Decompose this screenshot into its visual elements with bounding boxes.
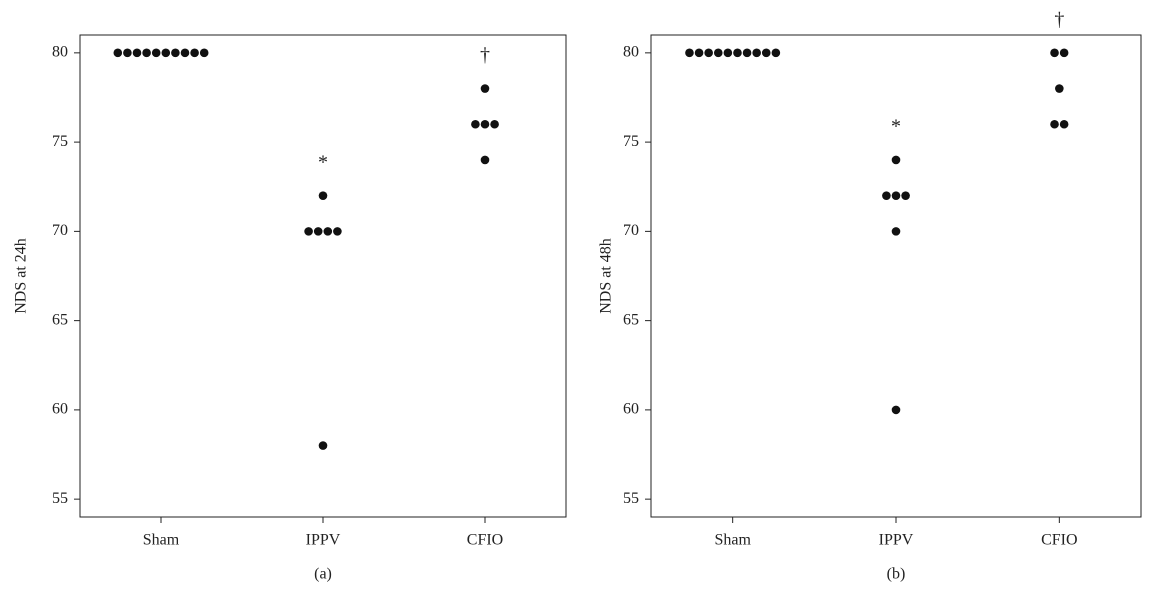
dot [901,191,910,200]
significance-marker: † [1054,8,1064,30]
dot [891,405,901,415]
significance-marker: † [480,44,490,66]
y-tick-label: 80 [52,44,68,61]
y-axis-label: NDS at 48h [598,238,615,314]
y-tick-label: 65 [623,311,639,328]
dot [1055,84,1064,93]
y-tick-label: 60 [52,401,68,418]
dot [771,48,781,58]
dot [752,48,761,58]
dot [323,227,333,236]
dot [161,48,171,58]
dot [733,48,742,58]
dot [891,227,901,236]
dot [742,48,752,58]
y-tick-label: 55 [52,490,68,507]
y-tick-label: 70 [623,222,639,239]
dot [199,48,209,58]
y-tick-label: 75 [623,133,639,150]
dot [1050,48,1059,58]
significance-marker: * [318,151,328,173]
panel-caption: (a) [314,566,332,583]
y-tick-label: 80 [623,44,639,61]
dot [685,48,694,58]
dot [113,48,123,58]
x-tick-label: IPPV [306,532,341,549]
dot [1059,48,1069,58]
dot [333,227,342,236]
dot [171,48,180,58]
x-tick-label: Sham [714,532,751,549]
dot [304,227,313,236]
x-tick-label: IPPV [879,532,914,549]
plot-frame [650,34,1142,518]
dot [471,119,480,129]
dot [318,441,328,450]
dot [318,191,328,200]
dot [761,48,771,58]
x-tick-label: CFIO [467,532,503,549]
dot [891,155,901,165]
dot [490,119,499,129]
dot [180,48,190,58]
y-tick-label: 75 [52,133,68,150]
dot [142,48,151,58]
x-tick-label: Sham [143,532,180,549]
dot [123,48,132,58]
dot [891,191,901,200]
y-tick-label: 65 [52,311,68,328]
dot [713,48,723,58]
dot [1050,119,1059,129]
dot [704,48,713,58]
y-axis-label: NDS at 24h [13,238,30,314]
dot [882,191,891,200]
dot [313,227,323,236]
dot [1059,119,1069,129]
dot [151,48,161,58]
x-tick-label: CFIO [1041,532,1077,549]
dot [480,119,490,129]
dot [480,84,490,93]
y-tick-label: 60 [623,401,639,418]
dot [190,48,199,58]
y-tick-label: 70 [52,222,68,239]
panel-caption: (b) [887,566,906,583]
dot [480,155,490,165]
significance-marker: * [891,116,901,138]
dot [132,48,142,58]
dot [723,48,733,58]
dot [694,48,704,58]
y-tick-label: 55 [623,490,639,507]
